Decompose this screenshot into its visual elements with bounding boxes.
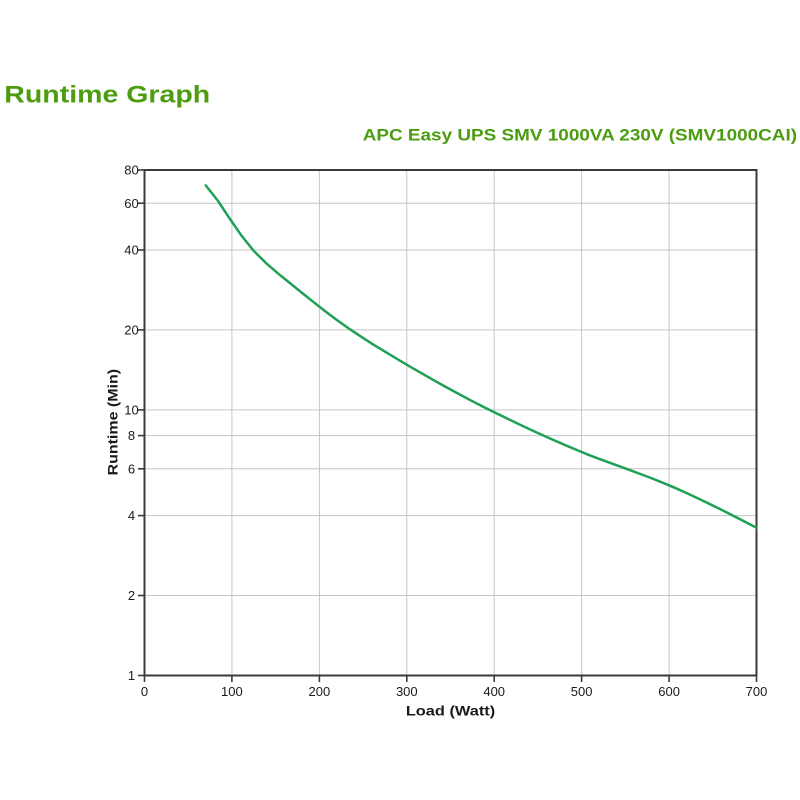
svg-text:500: 500 <box>571 684 593 699</box>
svg-text:Runtime (Min): Runtime (Min) <box>105 369 121 476</box>
svg-text:200: 200 <box>309 684 331 699</box>
svg-text:300: 300 <box>396 684 418 699</box>
svg-text:700: 700 <box>746 684 768 699</box>
svg-text:600: 600 <box>658 684 680 699</box>
svg-text:8: 8 <box>128 428 135 443</box>
svg-text:Runtime Graph: Runtime Graph <box>4 81 210 108</box>
svg-text:0: 0 <box>141 684 148 699</box>
svg-text:60: 60 <box>124 196 138 211</box>
svg-text:2: 2 <box>128 588 135 603</box>
svg-text:400: 400 <box>483 684 505 699</box>
svg-text:20: 20 <box>124 323 138 338</box>
svg-text:APC Easy UPS SMV 1000VA 230V (: APC Easy UPS SMV 1000VA 230V (SMV1000CAI… <box>363 126 797 145</box>
svg-text:10: 10 <box>124 403 138 418</box>
svg-text:80: 80 <box>124 163 138 178</box>
svg-text:Load (Watt): Load (Watt) <box>406 704 495 720</box>
svg-text:6: 6 <box>128 461 135 476</box>
svg-text:4: 4 <box>128 508 135 523</box>
svg-text:100: 100 <box>221 684 243 699</box>
svg-text:1: 1 <box>128 668 135 683</box>
svg-text:40: 40 <box>124 243 138 258</box>
